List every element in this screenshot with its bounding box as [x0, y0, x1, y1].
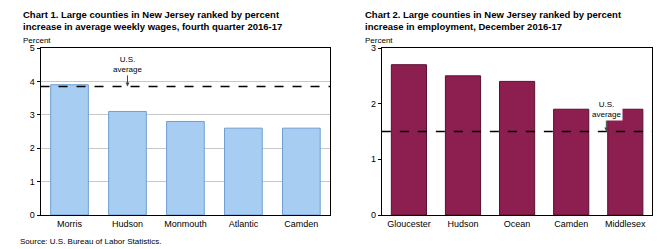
svg-text:Percent: Percent: [365, 36, 393, 45]
svg-text:Monmouth: Monmouth: [164, 219, 207, 229]
svg-text:Camden: Camden: [554, 219, 588, 229]
svg-text:2: 2: [371, 99, 376, 109]
svg-text:U.S.average: U.S.average: [113, 55, 142, 74]
svg-text:Atlantic: Atlantic: [229, 219, 259, 229]
svg-text:Chart 2. Large counties in New: Chart 2. Large counties in New Jersey ra…: [365, 9, 622, 32]
svg-text:3: 3: [371, 43, 376, 53]
svg-text:4: 4: [30, 77, 35, 87]
svg-text:Chart 1. Large counties in New: Chart 1. Large counties in New Jersey ra…: [23, 9, 282, 32]
svg-text:Hudson: Hudson: [112, 219, 143, 229]
svg-text:Middlesex: Middlesex: [605, 219, 646, 229]
svg-text:2: 2: [30, 143, 35, 153]
svg-text:Gloucester: Gloucester: [387, 219, 431, 229]
svg-text:Ocean: Ocean: [504, 219, 531, 229]
svg-text:Camden: Camden: [284, 219, 318, 229]
svg-text:0: 0: [371, 210, 376, 220]
svg-text:1: 1: [371, 154, 376, 164]
svg-text:1: 1: [30, 177, 35, 187]
svg-text:Percent: Percent: [23, 36, 51, 45]
svg-text:Hudson: Hudson: [447, 219, 478, 229]
svg-text:5: 5: [30, 43, 35, 53]
svg-text:3: 3: [30, 110, 35, 120]
svg-text:Morris: Morris: [57, 219, 82, 229]
svg-text:U.S.average: U.S.average: [592, 100, 621, 119]
svg-text:Source: U.S. Bureau of Labor S: Source: U.S. Bureau of Labor Statistics.: [20, 237, 161, 246]
svg-text:0: 0: [30, 210, 35, 220]
